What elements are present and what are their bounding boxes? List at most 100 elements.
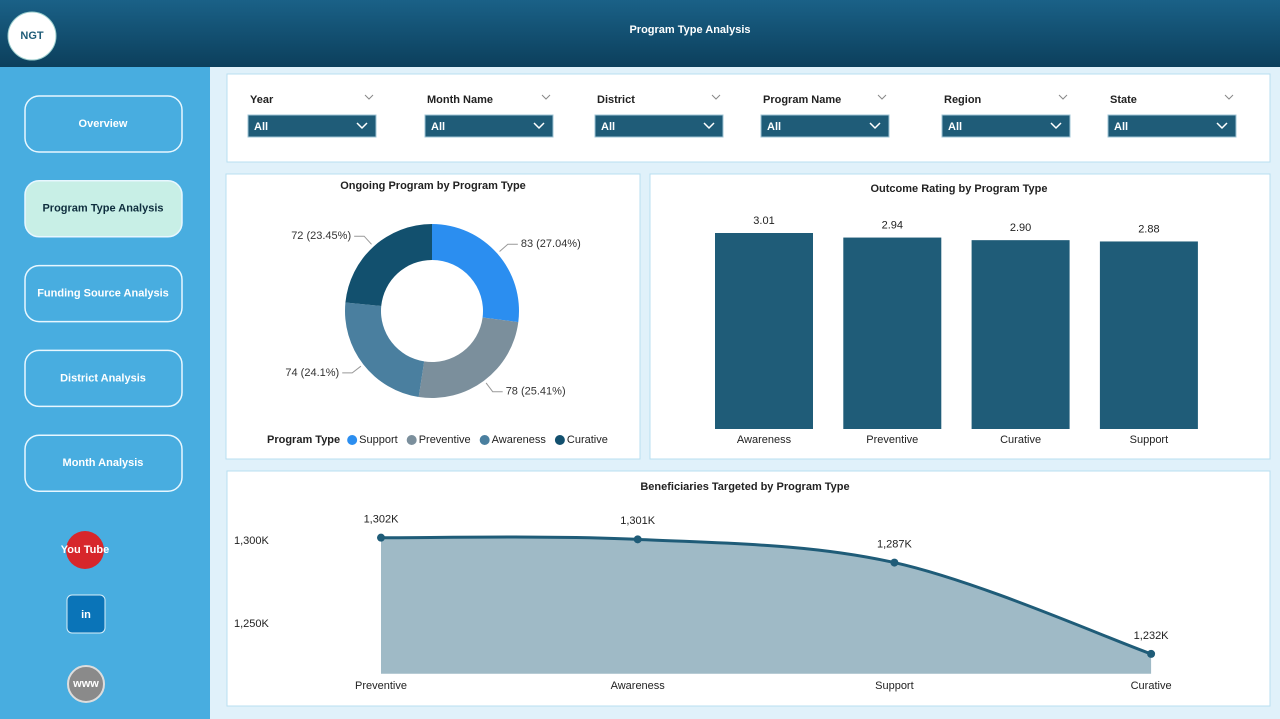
chevron [1050, 122, 1062, 130]
filter-panel [226, 73, 1271, 163]
data-point [1147, 649, 1156, 658]
legend-label: Support [359, 434, 398, 446]
legend-label: Curative [567, 434, 608, 446]
dropdown-value[interactable]: All [254, 121, 268, 133]
filter-label: Program Name [763, 94, 841, 106]
nav-button[interactable] [24, 349, 183, 408]
dropdown-value[interactable]: All [1114, 121, 1128, 133]
leader-line [354, 235, 372, 245]
dropdown-value[interactable]: All [601, 121, 615, 133]
chevron [711, 94, 721, 100]
dropdown-value[interactable]: All [767, 121, 781, 133]
nav-label[interactable]: Month Analysis [63, 457, 144, 469]
filter-label: Month Name [427, 94, 493, 106]
data-point [633, 535, 642, 544]
data-label: 1,287K [877, 538, 913, 550]
linkedin-text[interactable]: in [81, 609, 91, 621]
nav-label[interactable]: Program Type Analysis [42, 203, 163, 215]
bar [843, 237, 942, 429]
filter-label: District [597, 94, 635, 106]
youtube-text[interactable]: You Tube [61, 544, 109, 556]
logo [7, 11, 57, 61]
x-tick-label: Awareness [737, 434, 792, 446]
legend-swatch [406, 435, 417, 445]
dropdown[interactable] [247, 114, 377, 138]
chevron [703, 122, 715, 130]
filter-label: Year [250, 94, 274, 106]
linkedin-icon[interactable] [66, 594, 106, 634]
dropdown-value[interactable]: All [948, 121, 962, 133]
chevron [869, 122, 881, 130]
donut-slice [344, 302, 425, 397]
panel [225, 173, 641, 460]
logo-text: NGT [20, 30, 44, 42]
legend-swatch [479, 435, 490, 445]
header-bar [0, 0, 1280, 67]
nav-button[interactable] [24, 434, 183, 492]
legend-title: Program Type [267, 434, 340, 446]
data-label: 2.90 [1010, 222, 1031, 234]
legend-label: Awareness [492, 434, 547, 446]
chevron [533, 122, 545, 130]
x-tick-label: Awareness [611, 680, 666, 692]
data-label: 74 (24.1%) [285, 367, 339, 379]
donut-slice [345, 224, 432, 307]
dropdown[interactable] [760, 114, 890, 138]
data-label: 2.94 [882, 219, 903, 231]
page-title: Program Type Analysis [629, 24, 750, 36]
nav-label[interactable]: District Analysis [60, 372, 146, 384]
chevron [364, 94, 374, 100]
chart-title: Ongoing Program by Program Type [340, 180, 526, 192]
chevron [1224, 94, 1234, 100]
data-label: 2.88 [1138, 223, 1159, 235]
legend-swatch [554, 435, 565, 445]
chart-title: Beneficiaries Targeted by Program Type [640, 481, 849, 493]
dropdown[interactable] [941, 114, 1071, 138]
nav-label[interactable]: Funding Source Analysis [37, 288, 169, 300]
chevron [356, 122, 368, 130]
x-tick-label: Preventive [355, 680, 407, 692]
web-icon[interactable] [67, 665, 105, 703]
legend-label: Preventive [419, 434, 471, 446]
dropdown[interactable] [594, 114, 724, 138]
x-tick-label: Curative [1000, 434, 1041, 446]
youtube-icon[interactable] [66, 531, 104, 569]
legend-swatch [347, 435, 358, 445]
dropdown-value[interactable]: All [431, 121, 445, 133]
chevron [1216, 122, 1228, 130]
chevron [877, 94, 887, 100]
nav-label[interactable]: Overview [79, 118, 128, 130]
data-label: 72 (23.45%) [291, 230, 351, 242]
area-fill [381, 537, 1152, 674]
dropdown[interactable] [1107, 114, 1237, 138]
data-label: 3.01 [753, 215, 774, 227]
nav-button[interactable] [24, 264, 183, 323]
chevron [541, 94, 551, 100]
nav-button[interactable] [24, 180, 183, 238]
x-tick-label: Curative [1131, 680, 1172, 692]
donut-slice [432, 224, 519, 323]
bar [715, 233, 813, 429]
data-label: 78 (25.41%) [506, 386, 566, 398]
leader-line [485, 382, 503, 393]
x-tick-label: Preventive [866, 434, 918, 446]
data-label: 83 (27.04%) [521, 238, 581, 250]
bar [1099, 241, 1198, 429]
donut-slice [418, 317, 519, 398]
data-label: 1,302K [364, 514, 400, 526]
web-text[interactable]: www [72, 678, 99, 690]
bar [971, 240, 1070, 429]
area-line [380, 535, 1152, 656]
leader-line [499, 243, 518, 252]
data-label: 1,232K [1134, 630, 1170, 642]
x-tick-label: Support [875, 680, 914, 692]
leader-line [342, 365, 362, 374]
nav-button[interactable] [24, 95, 183, 153]
filter-label: Region [944, 94, 982, 106]
chart-title: Outcome Rating by Program Type [870, 183, 1047, 195]
dropdown[interactable] [424, 114, 554, 138]
y-tick-label: 1,250K [234, 618, 270, 630]
data-label: 1,301K [620, 515, 656, 527]
filter-label: State [1110, 94, 1137, 106]
